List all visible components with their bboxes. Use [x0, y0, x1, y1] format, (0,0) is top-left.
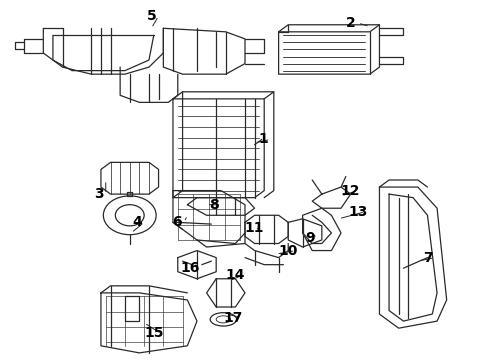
Text: 14: 14	[226, 268, 245, 282]
Text: 16: 16	[180, 261, 199, 275]
Text: 6: 6	[172, 215, 182, 229]
Text: 8: 8	[209, 198, 219, 212]
Text: 11: 11	[245, 221, 264, 235]
Text: 4: 4	[132, 215, 142, 229]
Text: 15: 15	[144, 327, 164, 341]
Text: 7: 7	[423, 251, 432, 265]
Text: 5: 5	[147, 9, 156, 23]
Text: 17: 17	[223, 311, 243, 325]
Text: 3: 3	[94, 187, 103, 201]
Text: 12: 12	[341, 184, 360, 198]
Text: 13: 13	[348, 205, 368, 219]
Text: 2: 2	[346, 16, 356, 30]
Text: 1: 1	[258, 132, 268, 147]
Text: 10: 10	[278, 244, 298, 257]
Text: 9: 9	[305, 231, 315, 245]
